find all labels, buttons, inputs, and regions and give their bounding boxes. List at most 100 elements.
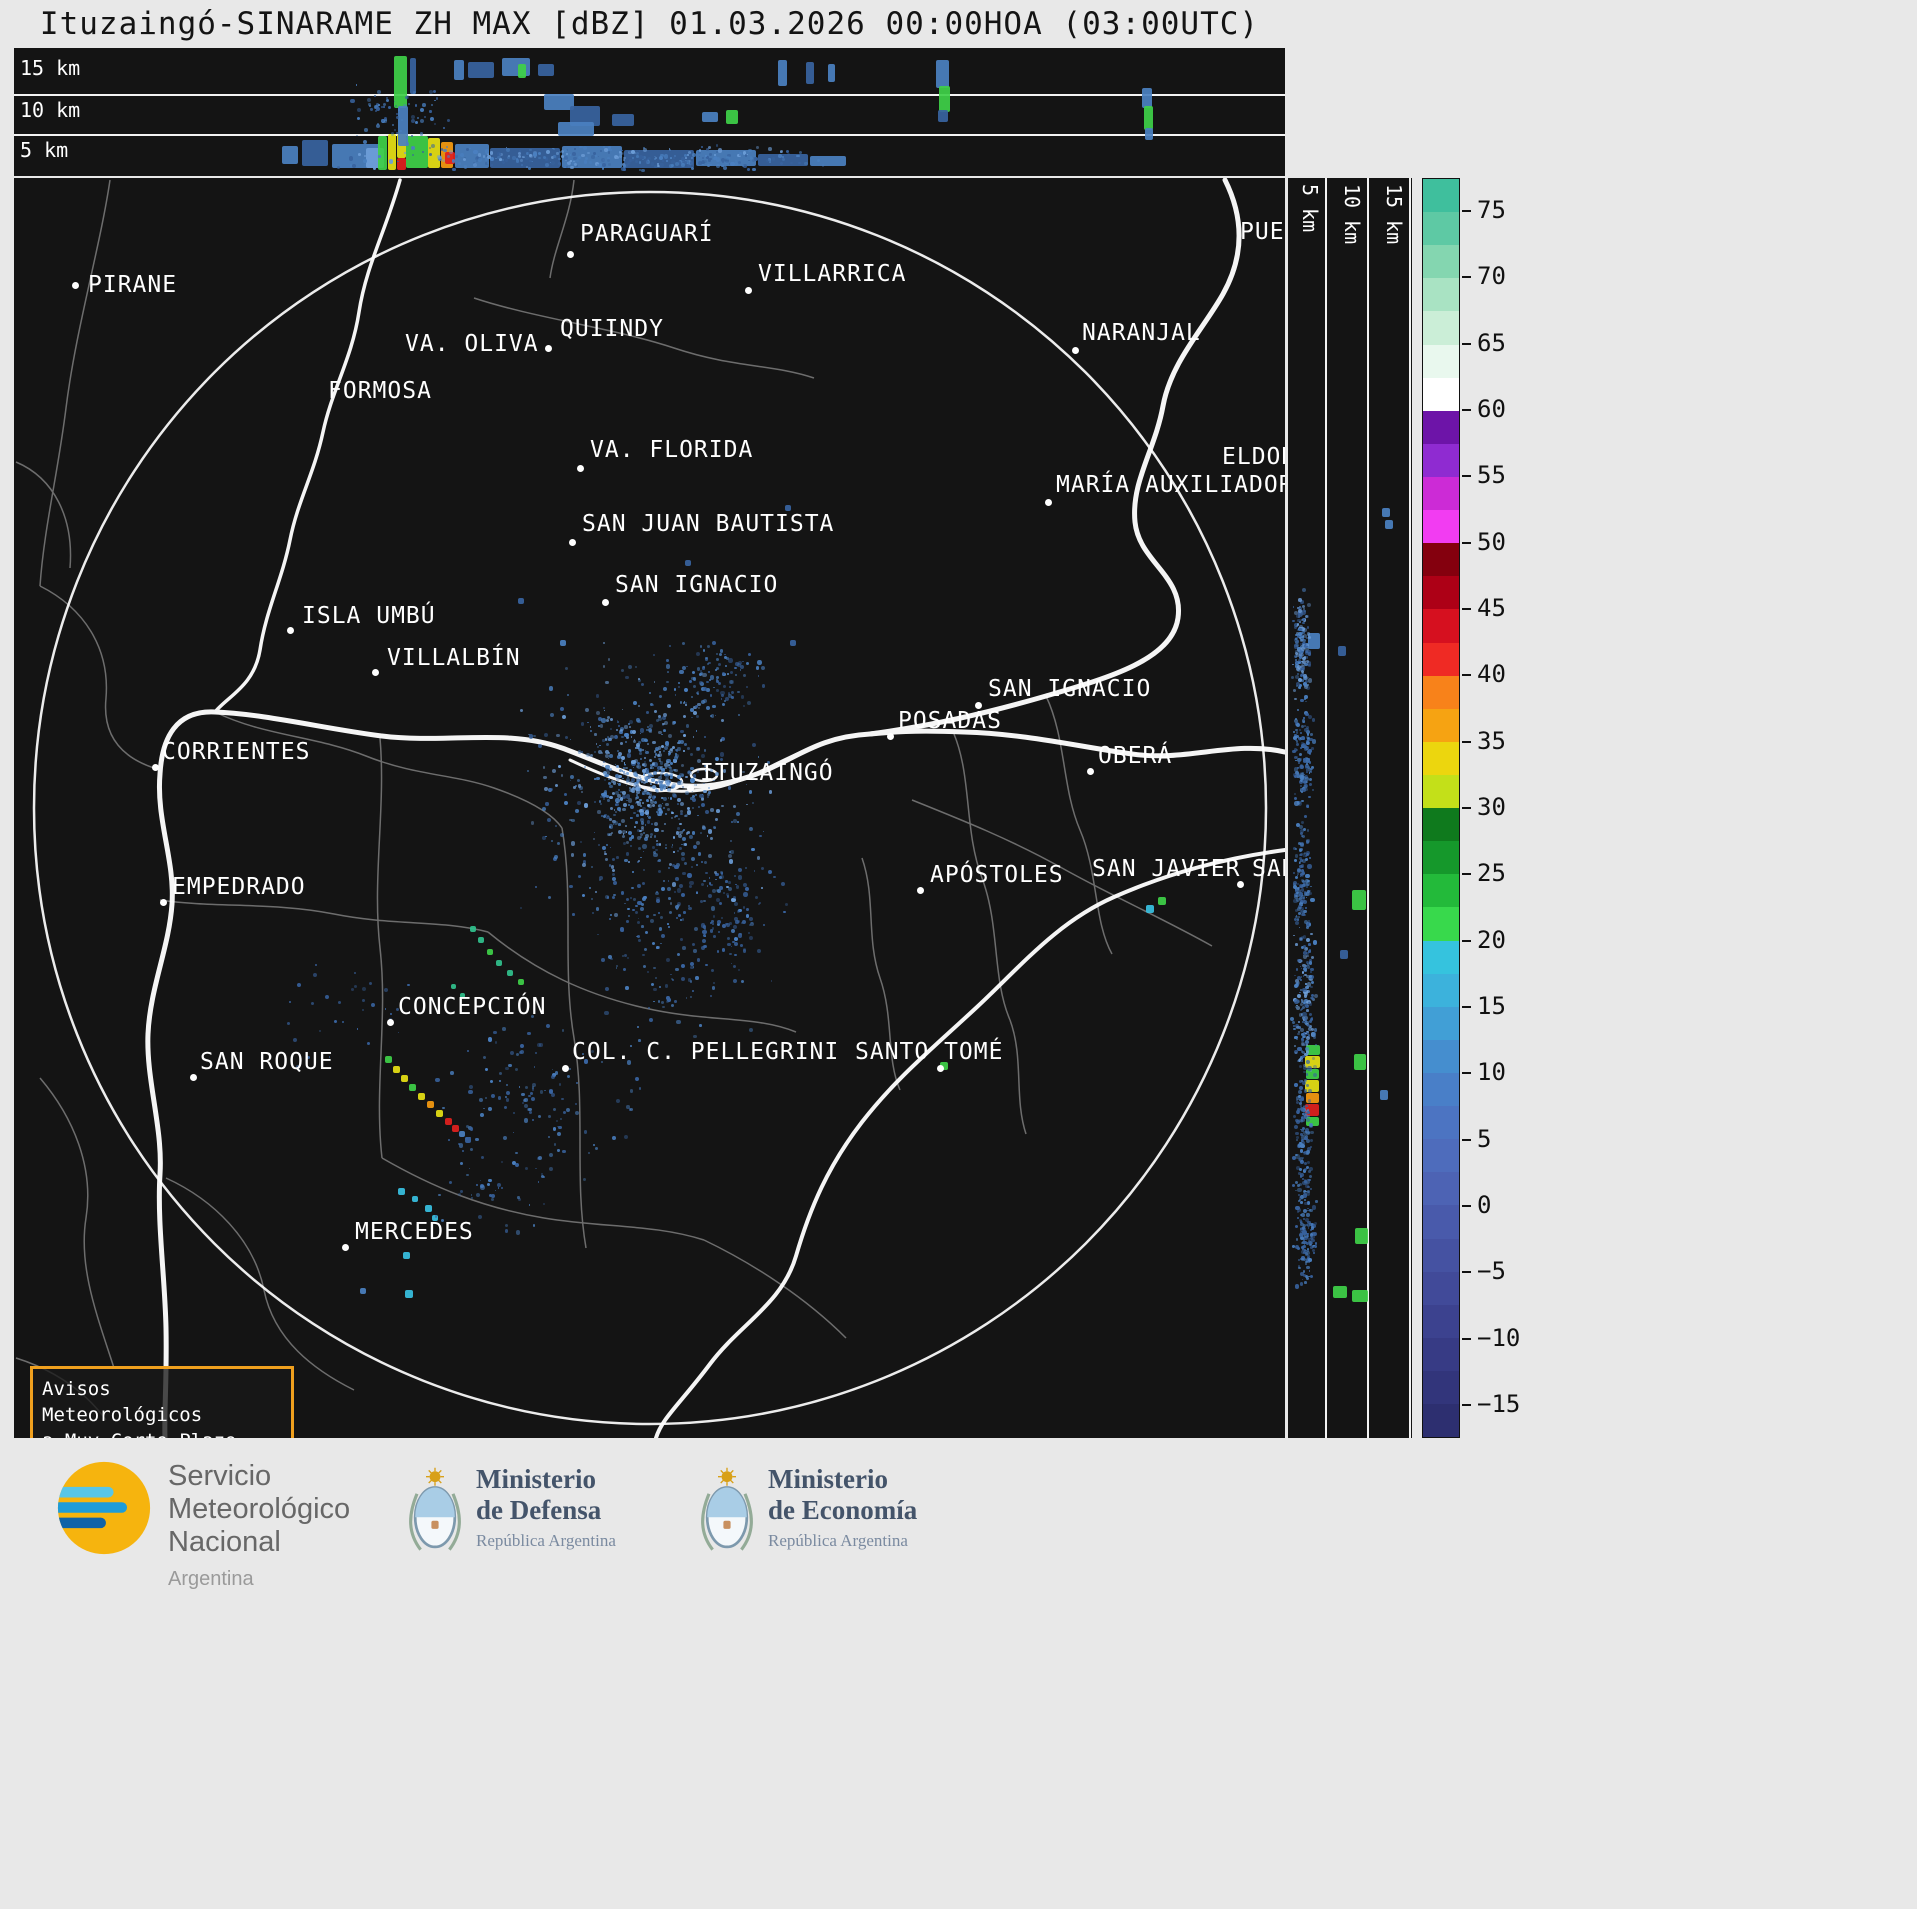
radar-echo-speck (608, 658, 611, 661)
radar-echo-speck (742, 660, 744, 663)
radar-echo-speck (628, 831, 633, 836)
avisos-box[interactable]: Avisos Meteorológicos a Muy Corto Plazo (30, 1366, 294, 1438)
radar-echo-speck (1310, 1235, 1315, 1240)
radar-echo-speck (637, 859, 640, 862)
radar-echo-speck (644, 948, 648, 952)
radar-echo-speck (1306, 1021, 1310, 1025)
radar-echo-speck (1307, 1114, 1310, 1118)
radar-echo-speck (742, 949, 747, 953)
radar-echo-speck (499, 158, 502, 161)
radar-echo-speck (667, 763, 670, 766)
radar-echo-speck (588, 886, 592, 889)
radar-echo-speck (1308, 782, 1312, 787)
radar-echo-speck (668, 750, 670, 753)
radar-echo-speck (715, 678, 719, 682)
radar-echo-speck (691, 942, 696, 946)
radar-echo-speck (722, 684, 726, 688)
radar-echo-speck (659, 810, 664, 815)
radar-echo-speck (700, 687, 705, 692)
radar-echo-speck (642, 896, 647, 901)
radar-echo-speck (558, 1125, 562, 1130)
radar-echo-speck (396, 112, 399, 115)
radar-echo-speck (641, 683, 644, 687)
radar-echo-speck (673, 794, 677, 798)
radar-echo-speck (1294, 999, 1299, 1004)
radar-echo-speck (633, 740, 637, 744)
radar-echo-speck (707, 829, 712, 834)
radar-echo-speck (735, 160, 738, 162)
radar-echo-speck (625, 784, 628, 787)
radar-echo-speck (292, 1037, 298, 1043)
radar-echo-speck (622, 968, 626, 972)
radar-echo-speck (617, 782, 622, 787)
radar-echo-speck (553, 155, 556, 158)
radar-echo-speck (1305, 1004, 1310, 1009)
radar-echo-speck (495, 157, 497, 160)
radar-echo-speck (753, 156, 758, 161)
radar-echo-speck (620, 760, 623, 763)
radar-echo-speck (476, 160, 479, 163)
radar-echo-speck (631, 759, 636, 765)
radar-echo-speck (424, 116, 426, 118)
radar-echo-speck (539, 1090, 544, 1094)
radar-echo-speck (733, 819, 737, 823)
radar-echo-speck (647, 800, 649, 803)
radar-echo-speck (728, 886, 733, 891)
radar-echo-speck (1303, 900, 1308, 905)
city-label: MARÍA AUXILIADORA (1056, 472, 1285, 498)
radar-echo-speck (1298, 655, 1303, 659)
city-label: APÓSTOLES (930, 862, 1064, 888)
radar-echo-speck (1295, 921, 1300, 926)
radar-echo-speck (719, 739, 723, 742)
radar-echo-speck (1308, 1027, 1313, 1032)
radar-echo-speck (1299, 1118, 1303, 1123)
colorbar-segment (1423, 1106, 1459, 1140)
radar-echo (518, 979, 524, 985)
radar-echo-speck (1304, 710, 1309, 715)
radar-echo (397, 158, 406, 170)
radar-echo-speck (315, 964, 318, 967)
radar-echo-speck (574, 148, 576, 150)
radar-echo-speck (678, 883, 683, 888)
radar-echo-speck (1298, 892, 1303, 897)
radar-echo-speck (670, 845, 673, 848)
radar-echo-speck (295, 1064, 300, 1069)
radar-echo-speck (1296, 1119, 1301, 1124)
radar-echo-speck (685, 814, 689, 818)
radar-echo-speck (605, 750, 610, 755)
radar-echo-speck (656, 891, 659, 894)
colorbar-segment (1423, 1205, 1459, 1239)
radar-echo-speck (577, 749, 582, 754)
radar-echo-speck (1295, 742, 1299, 746)
radar-echo-speck (1299, 653, 1302, 656)
radar-echo-speck (1305, 896, 1308, 899)
radar-echo (1306, 1093, 1319, 1103)
radar-echo-speck (636, 1026, 639, 1029)
radar-echo-speck (655, 780, 658, 784)
radar-echo-speck (660, 153, 664, 158)
radar-echo-speck (731, 820, 734, 823)
radar-echo-speck (476, 1183, 478, 1186)
radar-echo-speck (502, 1027, 506, 1031)
radar-echo-speck (648, 804, 652, 808)
radar-echo-speck (1302, 1031, 1306, 1035)
radar-echo-speck (708, 661, 711, 665)
radar-echo-speck (662, 722, 665, 726)
radar-echo-speck (627, 798, 633, 803)
radar-echo-speck (686, 160, 689, 163)
radar-echo (412, 1196, 418, 1202)
radar-echo-speck (1294, 1083, 1298, 1088)
colorbar-tickmark (1462, 210, 1471, 213)
radar-map-panel: PIRANE PARAGUARÍ VILLARRICA VA. OLIVA QUIIND… (14, 178, 1285, 1438)
radar-echo-speck (530, 1015, 534, 1019)
radar-echo-speck (682, 828, 686, 832)
radar-echo-speck (581, 153, 585, 158)
radar-echo-speck (667, 923, 669, 925)
radar-echo-speck (1313, 1036, 1316, 1040)
radar-echo-speck (702, 156, 705, 159)
radar-echo-speck (1304, 676, 1308, 680)
radar-echo-speck (622, 163, 627, 168)
radar-echo-speck (1294, 892, 1299, 897)
radar-echo-speck (1306, 999, 1311, 1004)
radar-echo-speck (1302, 1130, 1307, 1135)
